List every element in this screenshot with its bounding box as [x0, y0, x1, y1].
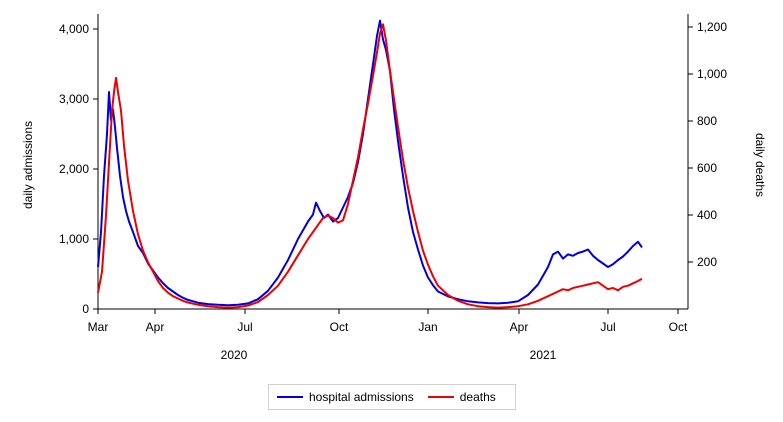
series-layer: [97, 19, 643, 309]
y-right-tick-label: 400: [697, 208, 717, 222]
y-left-tick-label: 0: [82, 302, 89, 316]
y-axis-right-title: daily deaths: [753, 133, 767, 197]
y-right-tick-label: 600: [697, 161, 717, 175]
y-right-tick-label: 1,200: [697, 20, 727, 34]
legend-swatch-deaths: [427, 396, 454, 398]
y-axis-left-ticks: 0 1,000 2,000 3,000 4,000: [59, 22, 98, 316]
y-left-tick-label: 4,000: [59, 22, 89, 36]
legend-label-admissions: hospital admissions: [309, 390, 414, 404]
x-tick-label: Apr: [146, 320, 165, 334]
x-tick-label: Jul: [237, 320, 252, 334]
series-line-hospital-admissions: [97, 19, 643, 307]
plot-area: [97, 14, 689, 310]
legend: hospital admissions deaths: [268, 384, 516, 410]
y-right-tick-label: 800: [697, 114, 717, 128]
chart: 0 1,000 2,000 3,000 4,000 200 400 600 80…: [21, 14, 767, 362]
y-left-tick-label: 3,000: [59, 92, 89, 106]
legend-item-admissions: hospital admissions: [277, 390, 414, 404]
legend-swatch-admissions: [277, 396, 303, 398]
series-line-deaths: [97, 23, 643, 309]
legend-item-deaths: deaths: [427, 390, 496, 404]
legend-label-deaths: deaths: [459, 390, 496, 404]
year-label-2021: 2021: [530, 348, 557, 362]
y-left-tick-label: 2,000: [59, 162, 89, 176]
y-axis-right-ticks: 200 400 600 800 1,000 1,200: [688, 20, 727, 269]
year-label-2020: 2020: [221, 348, 248, 362]
year-labels: 2020 2021: [221, 348, 557, 362]
x-tick-label: Oct: [669, 320, 688, 334]
x-tick-label: Mar: [88, 320, 109, 334]
x-tick-label: Jul: [600, 320, 615, 334]
y-right-tick-label: 1,000: [697, 67, 727, 81]
y-left-tick-label: 1,000: [59, 232, 89, 246]
x-tick-label: Apr: [510, 320, 529, 334]
y-right-tick-label: 200: [697, 255, 717, 269]
x-tick-label: Oct: [330, 320, 349, 334]
x-axis-ticks: Mar Apr Jul Oct Jan Apr Jul Oct: [88, 309, 688, 334]
y-axis-left-title: daily admissions: [21, 121, 35, 209]
x-tick-label: Jan: [418, 320, 437, 334]
